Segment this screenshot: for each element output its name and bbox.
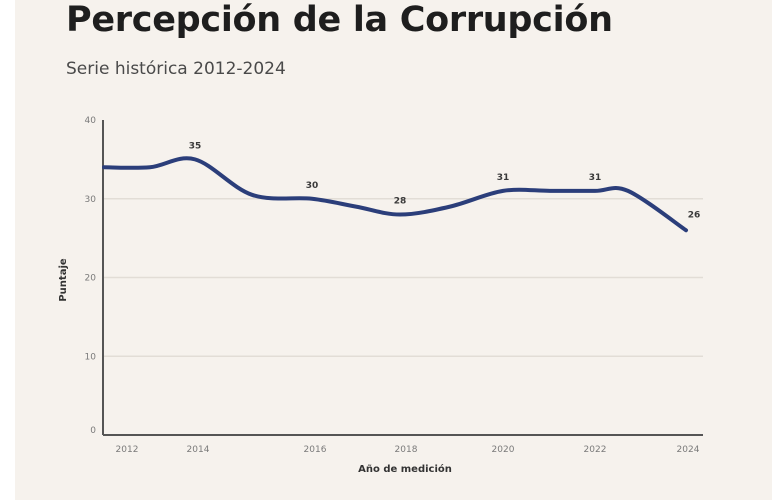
y-axis-title: Puntaje xyxy=(58,258,69,302)
x-tick-label: 2016 xyxy=(304,445,327,455)
data-labels: 35 30 28 31 31 26 xyxy=(189,141,701,220)
gridlines xyxy=(103,198,703,357)
x-tick-label: 2018 xyxy=(395,445,418,455)
chart-panel xyxy=(15,0,772,500)
data-label: 31 xyxy=(497,173,510,183)
x-tick-label: 2024 xyxy=(677,445,700,455)
y-tick-label: 30 xyxy=(85,195,97,205)
data-label: 31 xyxy=(589,173,602,183)
y-tick-label: 0 xyxy=(90,426,96,436)
x-tick-label: 2014 xyxy=(187,445,210,455)
x-tick-labels: 2012 2014 2016 2018 2020 2022 2024 xyxy=(116,445,700,455)
chart-subtitle: Serie histórica 2012-2024 xyxy=(66,59,286,79)
x-axis-title: Año de medición xyxy=(358,463,452,475)
data-label: 30 xyxy=(306,181,319,191)
x-tick-label: 2020 xyxy=(492,445,515,455)
x-tick-label: 2012 xyxy=(116,445,139,455)
y-tick-labels: 0 10 20 30 40 xyxy=(85,116,97,436)
series-line xyxy=(102,156,688,233)
y-tick-label: 10 xyxy=(85,352,97,362)
chart-title: Percepción de la Corrupción xyxy=(66,0,613,40)
series-group xyxy=(102,156,688,233)
data-label: 35 xyxy=(189,141,202,151)
data-label: 28 xyxy=(394,197,407,207)
y-tick-label: 20 xyxy=(85,274,97,284)
x-tick-label: 2022 xyxy=(584,445,607,455)
y-tick-label: 40 xyxy=(85,116,97,126)
data-label: 26 xyxy=(688,210,701,220)
